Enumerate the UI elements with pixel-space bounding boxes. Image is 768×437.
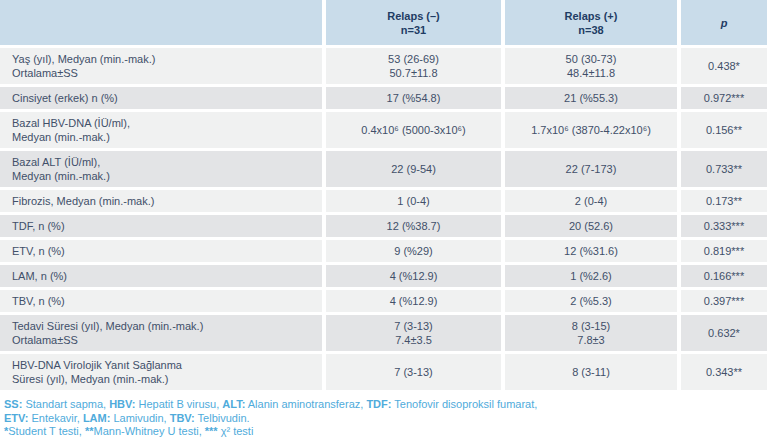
cell-p-value: 0.972*** [681,87,767,109]
cell-p-value: 0.333*** [681,215,767,237]
relapse-table: Relaps (–)n=31 Relaps (+)n=38 p Yaş (yıl… [0,0,768,390]
cell-relaps-negative: 4 (%12.9) [326,290,501,312]
row-label: Tedavi Süresi (yıl), Medyan (min.-mak.)O… [0,315,322,351]
cell-relaps-positive: 1.7x10⁶ (3870-4.22x10⁶) [505,112,677,148]
cell-p-value: 0.819*** [681,240,767,262]
cell-p-value: 0.156** [681,112,767,148]
cell-relaps-positive: 8 (3-15)7.8±3 [505,315,677,351]
cell-relaps-negative: 7 (3-13) [326,354,501,390]
cell-relaps-positive: 50 (30-73)48.4±11.8 [505,48,677,84]
row-label: ETV, n (%) [0,240,322,262]
header-relaps-negative: Relaps (–)n=31 [326,0,501,45]
cell-relaps-positive: 20 (52.6) [505,215,677,237]
cell-p-value: 0.438* [681,48,767,84]
row-label: Cinsiyet (erkek) n (%) [0,87,322,109]
cell-relaps-positive: 21 (%55.3) [505,87,677,109]
cell-relaps-negative: 7 (3-13)7.4±3.5 [326,315,501,351]
row-label: Yaş (yıl), Medyan (min.-mak.)Ortalama±SS [0,48,322,84]
cell-relaps-negative: 17 (%54.8) [326,87,501,109]
cell-relaps-positive: 2 (0-4) [505,190,677,212]
cell-p-value: 0.397*** [681,290,767,312]
cell-relaps-negative: 12 (%38.7) [326,215,501,237]
row-label: Bazal ALT (İÜ/ml),Medyan (min.-mak.) [0,151,322,187]
footnote-line: ETV: Entekavir, LAM: Lamivudin, TBV: Tel… [4,412,768,426]
cell-relaps-negative: 53 (26-69)50.7±11.8 [326,48,501,84]
footnotes: SS: Standart sapma, HBV: Hepatit B virus… [0,390,768,437]
row-label: Bazal HBV-DNA (İÜ/ml),Medyan (min.-mak.) [0,112,322,148]
cell-p-value: 0.173** [681,190,767,212]
cell-p-value: 0.733** [681,151,767,187]
row-label: TDF, n (%) [0,215,322,237]
cell-p-value: 0.343** [681,354,767,390]
cell-relaps-negative: 9 (%29) [326,240,501,262]
cell-relaps-positive: 1 (%2.6) [505,265,677,287]
cell-p-value: 0.166*** [681,265,767,287]
row-label: HBV-DNA Virolojik Yanıt SağlanmaSüresi (… [0,354,322,390]
cell-relaps-positive: 8 (3-11) [505,354,677,390]
header-p-value: p [681,0,767,45]
cell-relaps-positive: 22 (7-173) [505,151,677,187]
row-label: LAM, n (%) [0,265,322,287]
header-empty-cell [0,0,322,45]
cell-relaps-negative: 1 (0-4) [326,190,501,212]
cell-relaps-negative: 22 (9-54) [326,151,501,187]
row-label: Fibrozis, Medyan (min.-mak.) [0,190,322,212]
cell-relaps-positive: 12 (%31.6) [505,240,677,262]
cell-relaps-negative: 4 (%12.9) [326,265,501,287]
footnote-line: *Student T testi, **Mann-Whitney U testi… [4,425,768,437]
header-relaps-positive: Relaps (+)n=38 [505,0,677,45]
page: Relaps (–)n=31 Relaps (+)n=38 p Yaş (yıl… [0,0,768,437]
footnote-line: SS: Standart sapma, HBV: Hepatit B virus… [4,398,768,412]
cell-p-value: 0.632* [681,315,767,351]
cell-relaps-negative: 0.4x10⁶ (5000-3x10⁶) [326,112,501,148]
row-label: TBV, n (%) [0,290,322,312]
cell-relaps-positive: 2 (%5.3) [505,290,677,312]
